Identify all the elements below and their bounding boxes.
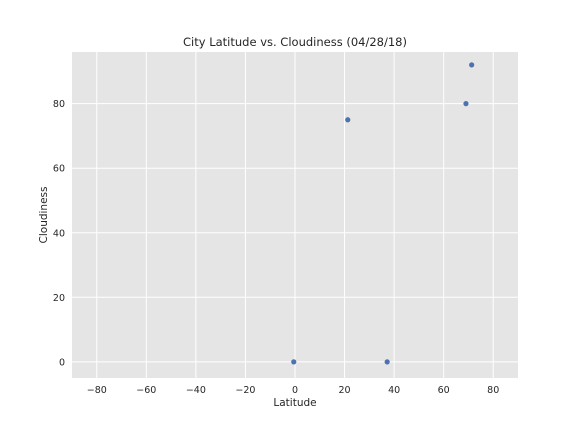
x-tick-label: −80	[87, 385, 107, 396]
x-tick-label: 80	[487, 385, 499, 396]
chart-title: City Latitude vs. Cloudiness (04/28/18)	[183, 35, 407, 49]
y-tick-label: 0	[59, 357, 65, 368]
x-tick-label: 0	[292, 385, 298, 396]
data-point	[291, 359, 297, 365]
x-tick-label: −60	[136, 385, 156, 396]
x-tick-label: 20	[339, 385, 351, 396]
x-tick-label: 60	[438, 385, 450, 396]
data-point	[469, 62, 475, 68]
data-point	[345, 117, 351, 123]
x-tick-label: −20	[235, 385, 255, 396]
x-tick-label: 40	[388, 385, 400, 396]
data-points	[291, 62, 475, 365]
x-axis-label: Latitude	[273, 397, 316, 409]
data-point	[463, 101, 469, 107]
y-tick-label: 80	[53, 99, 65, 110]
x-tick-label: −40	[186, 385, 206, 396]
y-tick-label: 20	[53, 293, 65, 304]
x-tick-labels: −80 −60 −40 −20 0 20 40 60 80	[87, 385, 500, 396]
y-axis-label: Cloudiness	[38, 187, 50, 244]
y-tick-label: 60	[53, 164, 65, 175]
y-tick-labels: 0 20 40 60 80	[53, 99, 65, 368]
data-point	[384, 359, 390, 365]
y-tick-label: 40	[53, 228, 65, 239]
